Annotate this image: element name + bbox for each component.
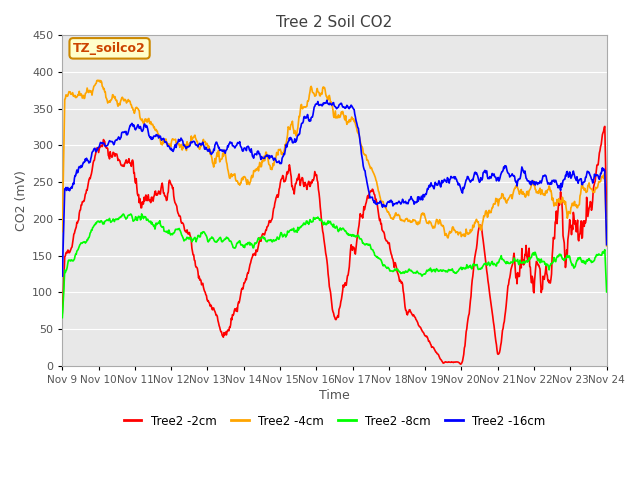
- X-axis label: Time: Time: [319, 389, 350, 402]
- Y-axis label: CO2 (mV): CO2 (mV): [15, 170, 28, 231]
- Title: Tree 2 Soil CO2: Tree 2 Soil CO2: [276, 15, 392, 30]
- Text: TZ_soilco2: TZ_soilco2: [73, 42, 146, 55]
- Legend: Tree2 -2cm, Tree2 -4cm, Tree2 -8cm, Tree2 -16cm: Tree2 -2cm, Tree2 -4cm, Tree2 -8cm, Tree…: [119, 410, 550, 432]
